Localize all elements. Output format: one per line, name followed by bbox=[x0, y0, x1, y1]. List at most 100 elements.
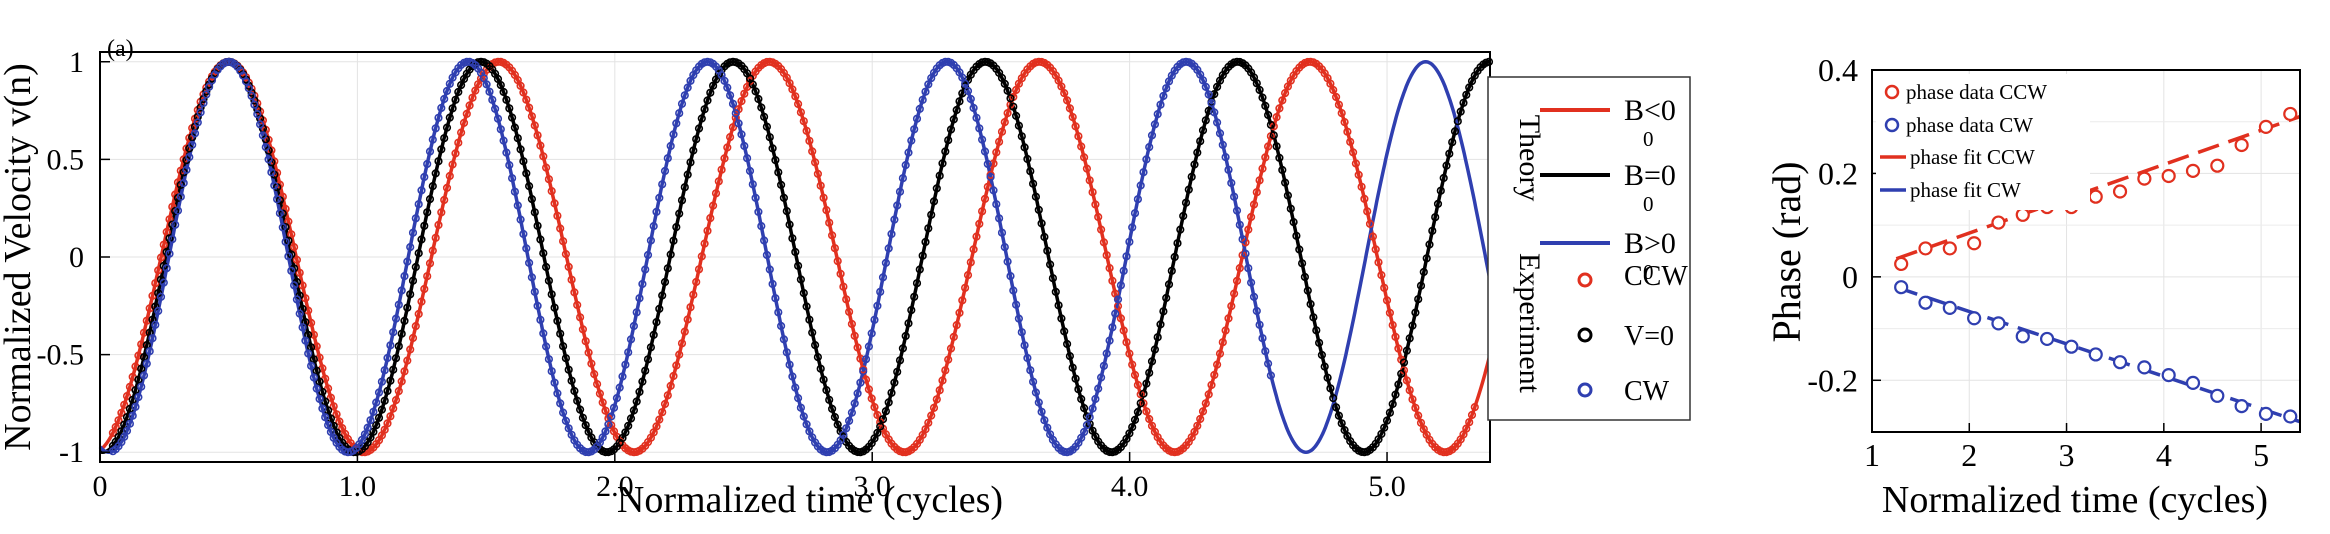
experiment-point bbox=[128, 411, 137, 420]
experiment-point bbox=[131, 386, 140, 395]
experiment-point bbox=[411, 214, 420, 223]
experiment-point bbox=[386, 376, 395, 385]
experiment-point bbox=[1147, 357, 1157, 366]
experiment-point bbox=[536, 141, 545, 150]
experiment-point bbox=[437, 103, 446, 113]
experiment-point bbox=[406, 345, 415, 354]
experiment-point bbox=[1150, 120, 1159, 129]
experiment-point bbox=[148, 334, 157, 343]
experiment-point bbox=[171, 220, 180, 229]
experiment-point bbox=[731, 109, 740, 118]
legend-text-bzero: B=0 bbox=[1624, 159, 1676, 192]
experiment-point bbox=[757, 103, 766, 112]
experiment-point bbox=[417, 297, 426, 306]
experiment-point bbox=[295, 268, 304, 277]
experiment-point bbox=[1263, 110, 1273, 120]
phase-y-tick-label: 0.4 bbox=[1818, 52, 1858, 88]
experiment-point bbox=[522, 169, 531, 178]
experiment-point bbox=[1006, 272, 1015, 281]
experiment-point bbox=[819, 375, 828, 384]
experiment-point bbox=[253, 109, 262, 119]
experiment-point bbox=[1371, 245, 1380, 254]
x-tick-label: 5.0 bbox=[1368, 470, 1406, 503]
experiment-point bbox=[1405, 386, 1414, 395]
experiment-point bbox=[881, 258, 891, 268]
experiment-point bbox=[431, 124, 440, 133]
experiment-point bbox=[176, 192, 185, 201]
experiment-point bbox=[788, 85, 797, 94]
experiment-point bbox=[1232, 276, 1242, 286]
experiment-point bbox=[873, 410, 882, 420]
phase-point bbox=[2137, 360, 2152, 375]
experiment-point bbox=[380, 425, 389, 434]
experiment-point bbox=[624, 348, 633, 357]
phase-point bbox=[2210, 388, 2225, 403]
experiment-point bbox=[601, 427, 610, 436]
experiment-point bbox=[1190, 160, 1199, 169]
experiment-point bbox=[836, 269, 845, 279]
experiment-point bbox=[391, 396, 401, 405]
experiment-point bbox=[1255, 176, 1264, 185]
experiment-point bbox=[1142, 379, 1151, 388]
experiment-point bbox=[1416, 418, 1426, 427]
experiment-point bbox=[782, 348, 791, 357]
experiment-point bbox=[969, 245, 978, 254]
experiment-point bbox=[805, 315, 814, 324]
experiment-point bbox=[1139, 399, 1148, 408]
experiment-point bbox=[1249, 200, 1259, 209]
experiment-point bbox=[1102, 349, 1111, 358]
experiment-point bbox=[1331, 403, 1341, 412]
experiment-point bbox=[397, 329, 406, 338]
experiment-point bbox=[414, 309, 423, 319]
experiment-point bbox=[1091, 394, 1100, 404]
phase-point bbox=[2088, 347, 2103, 362]
experiment-point bbox=[363, 423, 372, 432]
experiment-point bbox=[652, 422, 661, 431]
experiment-point bbox=[448, 160, 457, 169]
experiment-point bbox=[1303, 57, 1312, 67]
experiment-point bbox=[856, 378, 865, 387]
experiment-point bbox=[799, 289, 808, 298]
experiment-point bbox=[655, 304, 664, 314]
experiment-point bbox=[638, 377, 647, 386]
experiment-point bbox=[791, 383, 800, 392]
experiment-point bbox=[1340, 117, 1349, 127]
experiment-point bbox=[994, 137, 1004, 146]
phase-point bbox=[1967, 311, 1982, 326]
experiment-point bbox=[1210, 89, 1219, 99]
phase-chart: 1 2 3 4 5 0.4 0.2 0 -0.2 Normalized time (cycles… bbox=[1764, 52, 2301, 521]
experiment-point bbox=[839, 430, 848, 439]
experiment-point bbox=[1244, 264, 1253, 273]
experiment-point bbox=[1326, 79, 1335, 88]
experiment-point bbox=[793, 261, 803, 270]
experiment-point bbox=[417, 235, 426, 244]
experiment-point bbox=[983, 182, 992, 191]
experiment-point bbox=[307, 361, 316, 370]
experiment-point bbox=[1051, 287, 1060, 297]
experiment-point bbox=[1215, 129, 1225, 138]
experiment-point bbox=[904, 319, 913, 328]
experiment-point bbox=[1128, 360, 1137, 369]
experiment-point bbox=[867, 394, 876, 403]
experiment-point bbox=[878, 415, 888, 424]
phase-point bbox=[2137, 171, 2152, 186]
experiment-point bbox=[122, 392, 132, 401]
experiment-point bbox=[1323, 373, 1332, 382]
phase-point bbox=[1942, 300, 1957, 315]
experiment-point bbox=[706, 214, 715, 223]
experiment-point bbox=[1275, 153, 1284, 162]
phase-y-tick-label: 0 bbox=[1842, 259, 1858, 295]
experiment-point bbox=[315, 394, 324, 404]
experiment-point bbox=[553, 211, 562, 220]
experiment-point bbox=[893, 367, 902, 376]
experiment-point bbox=[1026, 366, 1035, 375]
experiment-point bbox=[1082, 421, 1091, 430]
experiment-point bbox=[595, 389, 605, 398]
experiment-point bbox=[779, 335, 789, 344]
experiment-point bbox=[929, 197, 939, 206]
experiment-point bbox=[762, 250, 772, 260]
experiment-point bbox=[1391, 332, 1400, 342]
experiment-point bbox=[457, 128, 466, 137]
experiment-point bbox=[519, 88, 528, 97]
phase-legend-text-fit-cw: phase fit CW bbox=[1910, 178, 2021, 202]
